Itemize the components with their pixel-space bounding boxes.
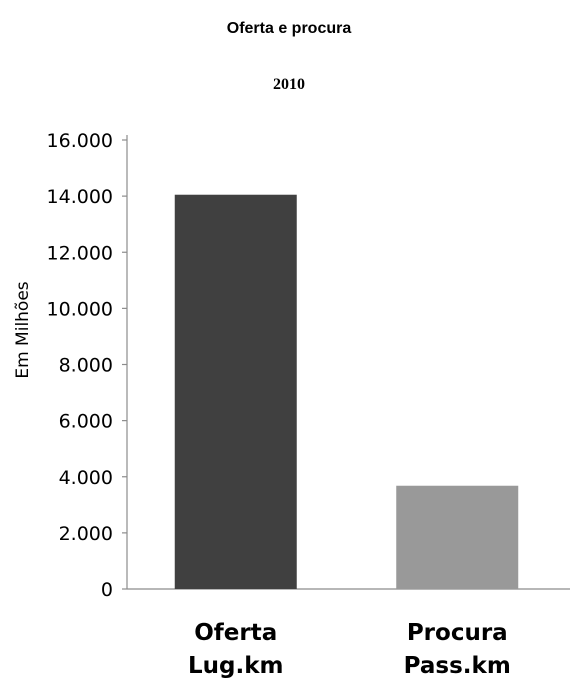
category-label: Lug.km: [188, 653, 284, 679]
y-tick-label: 12.000: [47, 242, 113, 264]
y-tick-label: 14.000: [47, 186, 113, 208]
category-label: Procura: [407, 620, 508, 646]
bar-oferta: [174, 194, 297, 590]
y-tick-label: 4.000: [59, 467, 113, 489]
category-label: Pass.km: [404, 653, 511, 679]
y-tick-label: 6.000: [59, 411, 113, 433]
chart-subtitle: 2010: [273, 76, 305, 93]
y-tick-label: 10.000: [47, 298, 113, 320]
category-label: Oferta: [194, 620, 277, 646]
chart-title: Oferta e procura: [226, 20, 352, 37]
y-tick-label: 2.000: [59, 523, 113, 545]
y-axis-title: Em Milhões: [13, 281, 33, 378]
bar-procura: [396, 485, 519, 589]
y-tick-label: 0: [101, 579, 113, 601]
y-tick-label: 16.000: [47, 130, 113, 152]
y-tick-label: 8.000: [59, 355, 113, 377]
